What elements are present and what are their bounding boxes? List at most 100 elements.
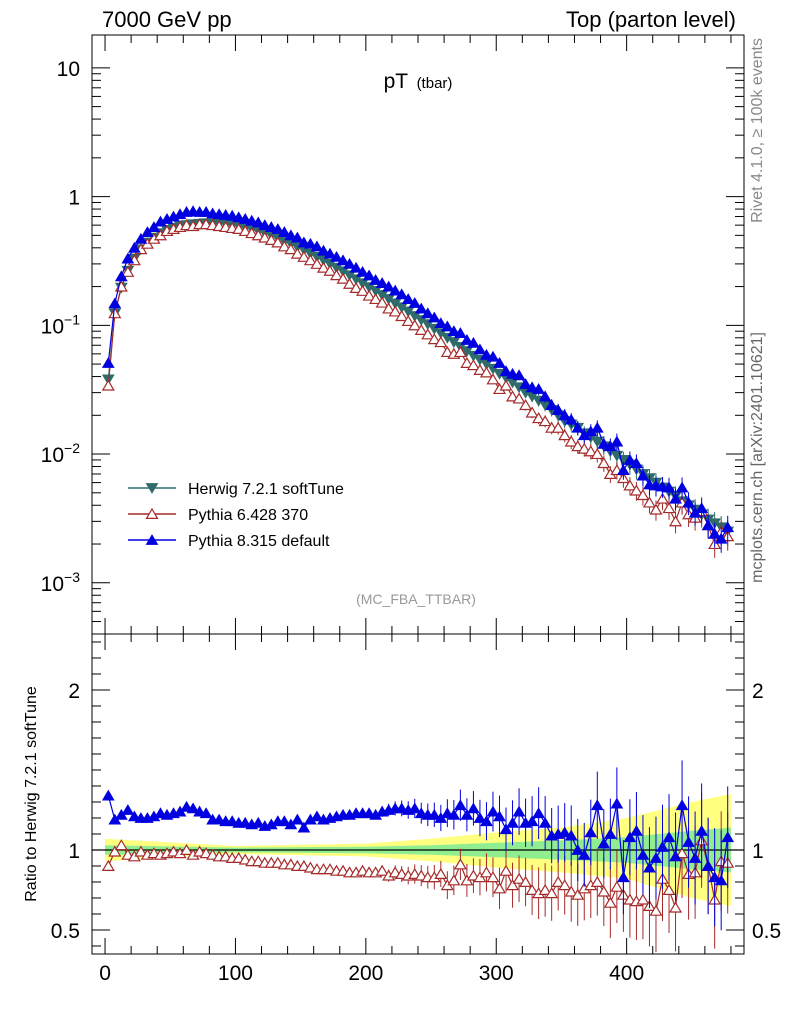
ratio-point	[427, 808, 441, 820]
plot-title-sub: (tbar)	[417, 75, 453, 92]
data-point	[303, 254, 317, 266]
ratio-point	[480, 815, 493, 827]
data-point	[655, 492, 670, 504]
data-point	[558, 409, 572, 421]
ratio-y-label-left: 1	[68, 840, 80, 863]
series-2	[101, 205, 735, 553]
data-point	[336, 254, 350, 266]
ratio-point	[525, 883, 539, 896]
ratio-point	[193, 805, 206, 817]
data-point	[356, 284, 370, 296]
main-series-layer	[101, 205, 735, 558]
ratio-point	[101, 789, 115, 801]
data-point	[232, 222, 246, 235]
data-point	[519, 378, 532, 389]
data-point	[525, 381, 539, 393]
data-point	[636, 488, 650, 501]
data-point	[323, 264, 337, 276]
rivet-label: Rivet 4.1.0, ≥ 100k events	[749, 38, 766, 223]
ratio-point	[551, 875, 565, 888]
ratio-point	[603, 896, 617, 908]
data-point	[277, 240, 291, 252]
ratio-point	[571, 844, 585, 855]
data-point	[238, 213, 252, 224]
data-point	[590, 421, 604, 433]
data-point	[114, 270, 128, 282]
ratio-point	[512, 805, 526, 817]
data-point	[590, 447, 604, 460]
ratio-point	[590, 875, 604, 888]
data-point	[486, 350, 500, 362]
legend-marker	[145, 534, 159, 545]
data-point	[532, 412, 546, 424]
data-point	[277, 226, 291, 237]
data-point	[545, 399, 559, 411]
data-point	[623, 479, 637, 491]
ratio-point	[108, 845, 122, 857]
ratio-point	[186, 802, 200, 814]
ratio-point	[499, 864, 513, 876]
data-point	[669, 492, 682, 504]
data-point	[258, 231, 272, 243]
ratio-point	[675, 799, 689, 811]
ratio-point	[597, 837, 611, 849]
data-point	[336, 272, 350, 284]
data-point	[434, 336, 448, 348]
data-point	[701, 519, 715, 531]
ratio-ticks: 2 2 1 1 0.5 0.5 0 100 200 300 400	[51, 634, 781, 985]
ratio-point	[128, 810, 141, 822]
ratio-point	[662, 883, 676, 896]
ratio-point	[584, 826, 598, 838]
data-point	[454, 327, 467, 339]
data-point	[401, 293, 415, 304]
data-point	[610, 435, 624, 447]
data-point	[617, 464, 630, 476]
ratio-point	[571, 888, 585, 900]
ratio-point	[577, 848, 591, 860]
ratio-point	[636, 893, 650, 905]
y-tick-label: 1	[68, 187, 80, 210]
data-point	[401, 314, 415, 327]
data-point	[551, 404, 565, 415]
ratio-point	[395, 802, 409, 814]
plot-title: pT (tbar)	[384, 70, 453, 93]
ratio-point	[636, 848, 650, 860]
data-point	[447, 325, 461, 337]
data-point	[505, 390, 520, 402]
data-point	[134, 232, 148, 244]
data-point	[551, 421, 565, 433]
data-point	[597, 456, 611, 469]
data-point	[623, 453, 637, 465]
ratio-point	[375, 864, 389, 876]
main-y-ticks: 10 1 10−1 10−2 10−3	[41, 35, 744, 635]
data-point	[316, 261, 331, 273]
data-point	[460, 356, 474, 368]
ratio-point	[486, 871, 500, 883]
data-point	[121, 252, 135, 264]
ratio-y-label-left: 0.5	[51, 920, 80, 943]
x-tick-label: 0	[99, 962, 111, 985]
ratio-point	[701, 860, 715, 871]
data-point	[636, 469, 650, 481]
legend: Herwig 7.2.1 softTune Pythia 6.428 370 Pyt…	[128, 481, 344, 550]
data-point	[453, 345, 467, 358]
data-point	[538, 415, 552, 427]
y-tick-label: 10	[57, 58, 80, 81]
x-tick-label: 300	[479, 962, 514, 985]
ratio-y-label-right: 1	[752, 840, 764, 863]
ratio-point	[297, 821, 311, 833]
ratio-point	[532, 807, 545, 819]
ratio-point	[538, 816, 552, 828]
ratio-point	[656, 840, 669, 852]
x-tick-label: 100	[218, 962, 253, 985]
data-point	[271, 236, 285, 248]
data-point	[440, 345, 454, 358]
ratio-point	[668, 901, 683, 913]
data-point	[721, 521, 735, 533]
ratio-series-layer	[101, 760, 735, 953]
data-point	[571, 440, 585, 452]
data-point	[349, 261, 363, 273]
data-point	[414, 323, 428, 335]
ratio-point	[225, 815, 239, 827]
mcplots-label: mcplots.cern.ch [arXiv:2401.10621]	[749, 332, 766, 583]
